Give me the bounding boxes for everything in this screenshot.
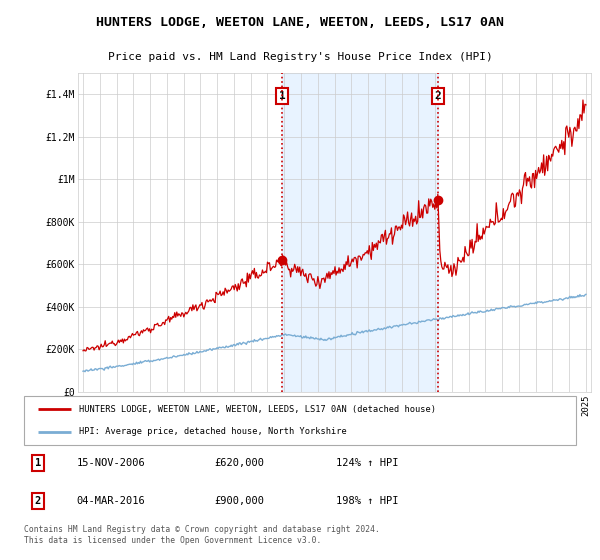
Text: 04-MAR-2016: 04-MAR-2016 bbox=[76, 496, 145, 506]
Text: 15-NOV-2006: 15-NOV-2006 bbox=[76, 458, 145, 468]
Text: 198% ↑ HPI: 198% ↑ HPI bbox=[336, 496, 398, 506]
Text: 1: 1 bbox=[35, 458, 41, 468]
Text: 2: 2 bbox=[35, 496, 41, 506]
Text: Price paid vs. HM Land Registry's House Price Index (HPI): Price paid vs. HM Land Registry's House … bbox=[107, 53, 493, 62]
Text: £900,000: £900,000 bbox=[214, 496, 265, 506]
Bar bbox=[282, 73, 438, 392]
Text: 124% ↑ HPI: 124% ↑ HPI bbox=[336, 458, 398, 468]
Text: 2: 2 bbox=[434, 91, 442, 101]
FancyBboxPatch shape bbox=[24, 396, 576, 445]
Text: HUNTERS LODGE, WEETON LANE, WEETON, LEEDS, LS17 0AN: HUNTERS LODGE, WEETON LANE, WEETON, LEED… bbox=[96, 16, 504, 29]
Text: HPI: Average price, detached house, North Yorkshire: HPI: Average price, detached house, Nort… bbox=[79, 427, 347, 436]
Text: 1: 1 bbox=[279, 91, 286, 101]
Text: Contains HM Land Registry data © Crown copyright and database right 2024.
This d: Contains HM Land Registry data © Crown c… bbox=[24, 525, 380, 545]
Text: £620,000: £620,000 bbox=[214, 458, 265, 468]
Text: HUNTERS LODGE, WEETON LANE, WEETON, LEEDS, LS17 0AN (detached house): HUNTERS LODGE, WEETON LANE, WEETON, LEED… bbox=[79, 405, 436, 414]
